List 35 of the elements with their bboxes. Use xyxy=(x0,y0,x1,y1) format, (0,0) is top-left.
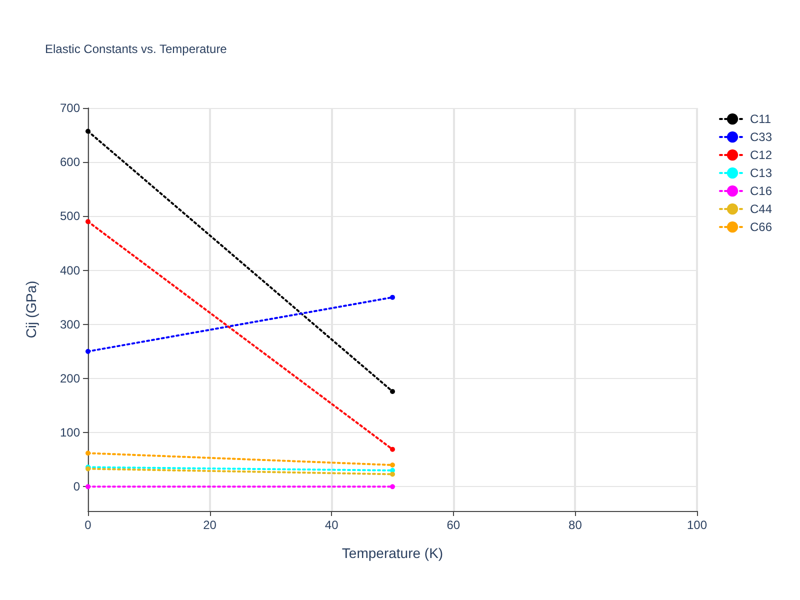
legend-label: C12 xyxy=(750,148,772,162)
chart-title: Elastic Constants vs. Temperature xyxy=(45,42,228,56)
y-tick-label: 600 xyxy=(60,155,80,170)
point xyxy=(390,446,395,452)
x-tick-label: 40 xyxy=(324,518,339,532)
x-tick-label: 20 xyxy=(203,518,217,532)
y-tick-label: 700 xyxy=(60,101,80,115)
x-tick-label: 100 xyxy=(686,518,708,532)
y-tick-label: 500 xyxy=(60,209,80,224)
point xyxy=(390,462,395,468)
point xyxy=(86,484,90,490)
point xyxy=(390,472,395,477)
x-tick-label: 0 xyxy=(84,518,92,532)
point xyxy=(86,219,90,224)
point xyxy=(390,294,395,300)
x-axis-title: Temperature (K) xyxy=(342,545,444,561)
y-axis-title: Cij (GPa) xyxy=(23,280,39,338)
y-tick-label: 200 xyxy=(60,371,80,386)
legend-label: C11 xyxy=(750,112,772,126)
point xyxy=(86,450,90,456)
legend-label: C33 xyxy=(750,130,772,144)
legend-label: C13 xyxy=(750,166,772,180)
x-tick-label: 60 xyxy=(446,518,460,532)
point xyxy=(86,128,90,134)
y-tick-label: 300 xyxy=(60,317,80,332)
point xyxy=(390,388,395,394)
legend-label: C66 xyxy=(750,220,772,234)
legend-label: C44 xyxy=(750,202,772,216)
legend-label: C16 xyxy=(750,184,772,198)
y-tick-label: 0 xyxy=(73,480,80,494)
y-tick-label: 100 xyxy=(60,426,80,440)
point xyxy=(86,348,90,354)
point xyxy=(390,484,395,490)
y-tick-label: 400 xyxy=(60,263,80,278)
x-tick-label: 80 xyxy=(568,518,582,532)
